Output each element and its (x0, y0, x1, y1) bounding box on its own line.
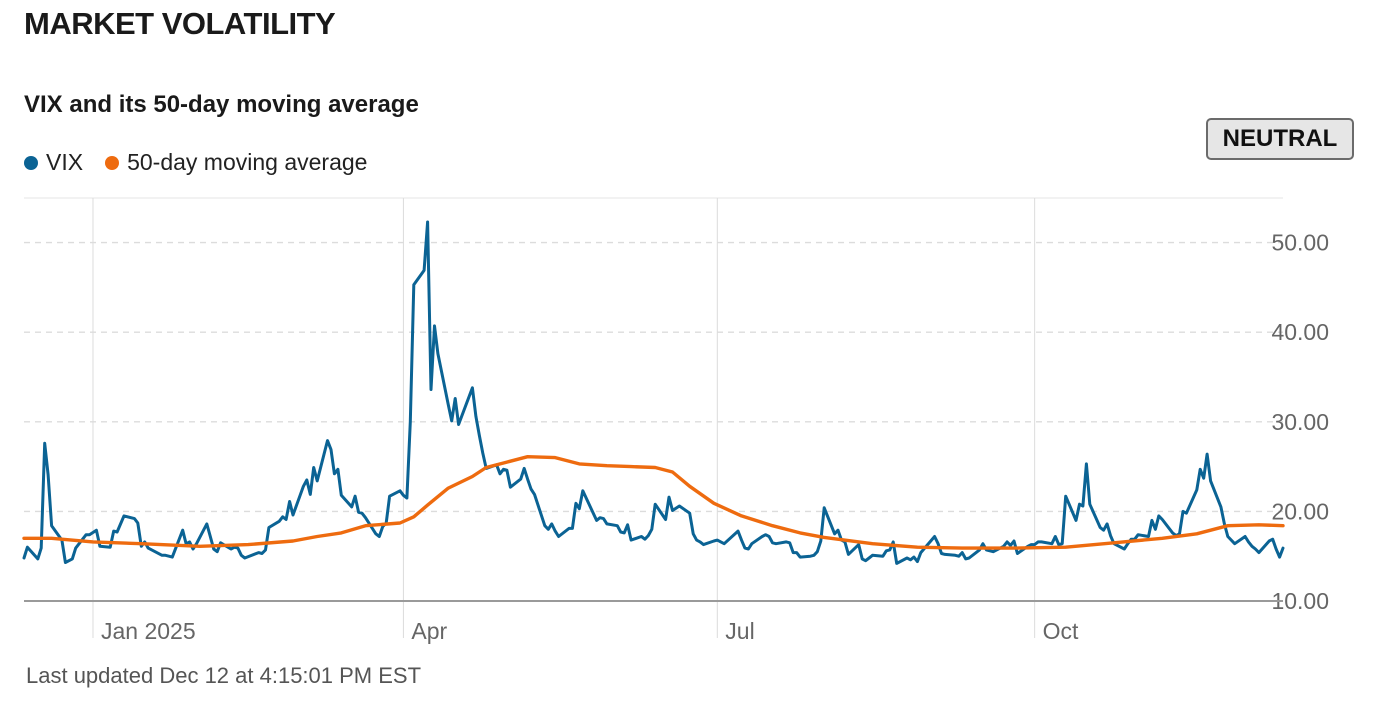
y-tick-label: 30.00 (1271, 409, 1329, 435)
last-updated-text: Last updated Dec 12 at 4:15:01 PM EST (26, 663, 422, 688)
y-tick-label: 40.00 (1271, 319, 1329, 345)
x-tick-label: Apr (411, 618, 447, 644)
x-tick-label: Jul (725, 618, 754, 644)
legend-dot-vix (24, 155, 38, 170)
y-tick-label: 20.00 (1271, 498, 1329, 524)
y-tick-label: 50.00 (1271, 230, 1329, 256)
x-tick-label: Oct (1043, 618, 1079, 644)
legend-label-ma: 50-day moving average (127, 149, 368, 175)
sentiment-badge: NEUTRAL (1206, 118, 1354, 160)
legend-item-vix: VIX (24, 149, 83, 176)
chart-title: VIX and its 50-day moving average (24, 91, 419, 118)
legend-label-vix: VIX (46, 149, 84, 175)
legend-dot-ma (105, 155, 120, 170)
vix-series-line (22, 220, 1285, 565)
x-tick-label: Jan 2025 (101, 618, 196, 644)
legend-item-ma: 50-day moving average (105, 149, 367, 176)
moving-average-series-line (22, 455, 1285, 550)
chart-legend: VIX 50-day moving average (24, 149, 367, 176)
section-title: MARKET VOLATILITY (24, 6, 336, 41)
